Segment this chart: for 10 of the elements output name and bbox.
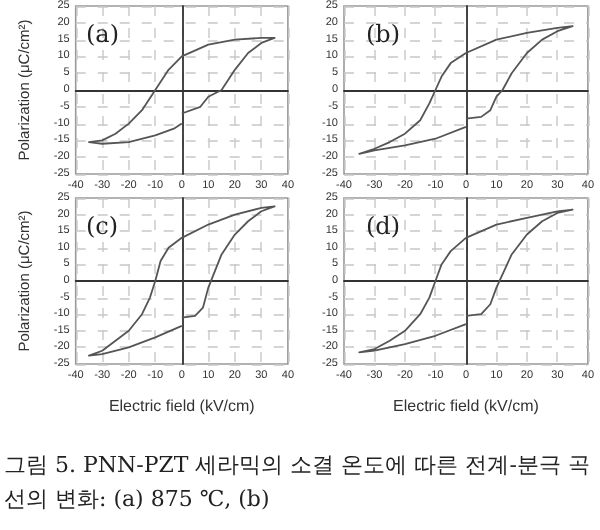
text: (a) bbox=[86, 20, 120, 48]
line-series bbox=[358, 208, 574, 354]
text: (d) bbox=[366, 212, 401, 240]
line-series bbox=[88, 205, 276, 357]
text: (b) bbox=[366, 20, 401, 48]
text: (c) bbox=[86, 212, 119, 240]
caption: 그림 5. PNN-PZT 세라믹의 소결 온도에 따른 전계-분극 곡선의 변화: (a) 875 ℃, (b) bbox=[4, 450, 592, 516]
x-axis-title: Electric field (kV/cm) bbox=[393, 397, 540, 415]
x-axis-title: Electric field (kV/cm) bbox=[108, 397, 256, 415]
line-series bbox=[358, 25, 574, 155]
